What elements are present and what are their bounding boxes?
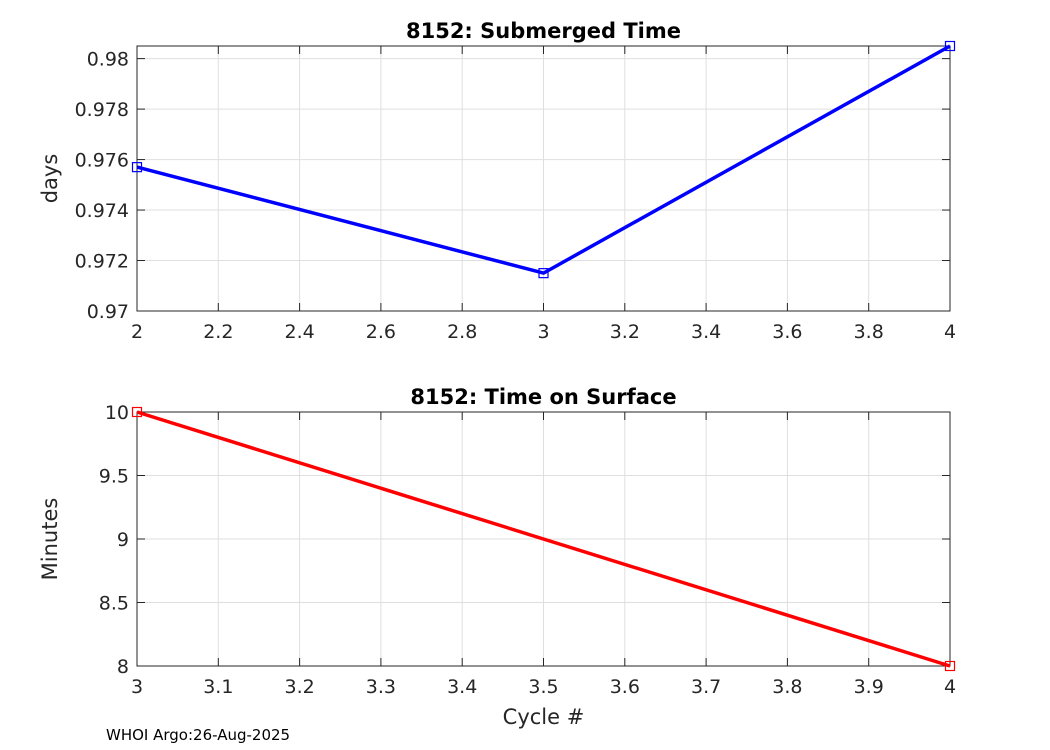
time-on-surface-y-axis-label: Minutes <box>38 498 62 581</box>
time-on-surface-x-tick-label: 3.3 <box>366 676 396 698</box>
submerged-time-data-point <box>538 268 549 279</box>
footer-note: WHOI Argo:26-Aug-2025 <box>106 726 291 744</box>
time-on-surface-x-tick-label: 3.2 <box>284 676 314 698</box>
time-on-surface-title: 8152: Time on Surface <box>410 385 676 409</box>
time-on-surface-y-tick-label: 9 <box>117 529 129 551</box>
submerged-time-x-tick-label: 3.6 <box>772 321 802 343</box>
time-on-surface-data-point <box>944 660 956 672</box>
submerged-time-data-point <box>944 40 956 52</box>
submerged-time-x-tick-label: 2.8 <box>447 321 477 343</box>
submerged-time-y-tick-label: 0.976 <box>75 150 129 172</box>
time-on-surface-data-point <box>131 406 143 418</box>
time-on-surface-x-axis-label: Cycle # <box>503 705 585 729</box>
submerged-time-x-tick-label: 3.2 <box>610 321 640 343</box>
time-on-surface-x-tick-label: 3.5 <box>528 676 558 698</box>
submerged-time-series-line <box>136 44 951 275</box>
time-on-surface-y-tick-label: 8.5 <box>99 593 129 615</box>
submerged-time-x-tick-label: 3.4 <box>691 321 721 343</box>
submerged-time-x-tick-label: 4 <box>944 321 956 343</box>
submerged-time-x-tick-label: 2 <box>131 321 143 343</box>
time-on-surface-x-tick-label: 4 <box>944 676 956 698</box>
time-on-surface-y-tick-label: 10 <box>105 402 129 424</box>
time-on-surface-x-tick-label: 3.8 <box>772 676 802 698</box>
time-on-surface-chart: 3 3.1 3.2 3.3 3.4 3.5 3.6 3.7 3.8 3.9 4 8 8.5 9 9.5 10 8… <box>38 385 956 729</box>
submerged-time-y-tick-label: 0.97 <box>87 301 129 323</box>
time-on-surface-x-tick-label: 3.1 <box>203 676 233 698</box>
time-on-surface-x-tick-label: 3.6 <box>610 676 640 698</box>
submerged-time-x-tick-label: 2.2 <box>203 321 233 343</box>
submerged-time-x-tick-label: 2.4 <box>284 321 314 343</box>
submerged-time-y-tick-label: 0.972 <box>75 251 129 273</box>
time-on-surface-x-tick-label: 3.9 <box>854 676 884 698</box>
time-on-surface-x-tick-label: 3.4 <box>447 676 477 698</box>
submerged-time-y-axis-label: days <box>38 154 62 204</box>
submerged-time-title: 8152: Submerged Time <box>406 19 681 43</box>
time-on-surface-x-tick-label: 3 <box>131 676 143 698</box>
submerged-time-y-tick-label: 0.974 <box>75 200 129 222</box>
time-on-surface-y-tick-label: 9.5 <box>99 466 129 488</box>
submerged-time-y-tick-label: 0.978 <box>75 99 129 121</box>
submerged-time-y-tick-label: 0.98 <box>87 49 129 71</box>
time-on-surface-series-line <box>136 410 951 668</box>
submerged-time-x-tick-label: 3 <box>537 321 549 343</box>
time-on-surface-x-tick-label: 3.7 <box>691 676 721 698</box>
submerged-time-chart: 2 2.2 2.4 2.6 2.8 3 3.2 3.4 3.6 3.8 4 0.97 0.972 0.97… <box>38 19 956 343</box>
time-on-surface-y-tick-label: 8 <box>117 656 129 678</box>
submerged-time-x-tick-label: 2.6 <box>366 321 396 343</box>
submerged-time-data-point <box>131 162 143 173</box>
submerged-time-x-tick-label: 3.8 <box>854 321 884 343</box>
